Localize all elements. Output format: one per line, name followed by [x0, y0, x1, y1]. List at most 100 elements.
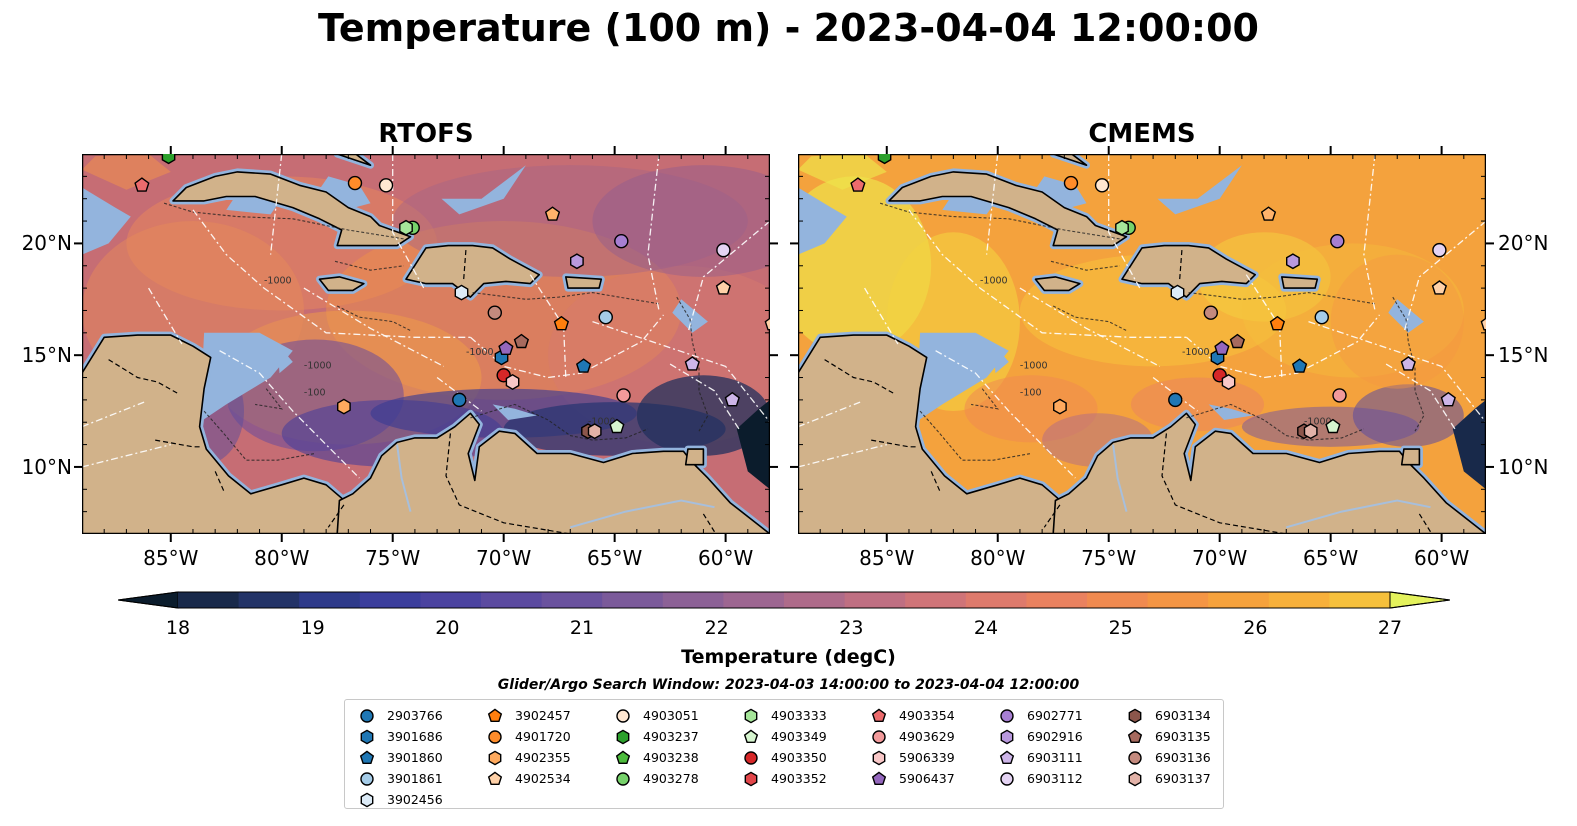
contour-label: -100 — [1020, 387, 1042, 398]
y-tick-label-left: 20°N — [21, 231, 72, 256]
legend-marker-icon — [488, 750, 502, 766]
float-marker — [544, 206, 561, 221]
legend-marker-icon — [1000, 709, 1014, 723]
float-marker — [1170, 284, 1185, 301]
float-marker — [399, 219, 413, 236]
colorbar-tick-label: 20 — [435, 617, 460, 639]
x-tick-label: 65°W — [1303, 546, 1359, 570]
legend-marker-icon — [616, 709, 630, 723]
float-marker — [1332, 388, 1347, 403]
legend-label: 6902771 — [1027, 708, 1083, 723]
x-tick-label: 85°W — [143, 546, 199, 570]
legend-label: 4903278 — [643, 771, 699, 786]
float-marker — [1214, 340, 1230, 356]
legend-label: 4903349 — [771, 729, 827, 744]
float-marker — [487, 305, 502, 320]
map-panel-rtofs: -1000 -100 -1000 -1000 -1000 — [82, 154, 770, 534]
float-marker — [598, 309, 613, 325]
colorbar — [118, 591, 1450, 609]
colorbar-tick-label: 25 — [1108, 617, 1133, 639]
legend-label: 4903354 — [899, 708, 955, 723]
float-marker — [616, 388, 631, 403]
float-marker — [716, 242, 731, 258]
legend-marker-icon — [360, 729, 374, 745]
legend-label: 3902456 — [387, 792, 443, 807]
float-marker — [161, 154, 176, 165]
legend-marker-icon — [743, 729, 759, 744]
legend-label: 2903766 — [387, 708, 443, 723]
float-marker — [553, 315, 570, 331]
colorbar-tick-label: 18 — [165, 617, 191, 639]
legend-label: 3901686 — [387, 729, 443, 744]
x-tick-label: 65°W — [587, 546, 643, 570]
legend-marker-icon — [616, 772, 630, 786]
float-marker — [505, 373, 520, 391]
colorbar-tick-label: 26 — [1243, 617, 1268, 639]
legend-label: 4901720 — [515, 729, 571, 744]
contour-label: -1000 — [304, 361, 332, 372]
colorbar-tick-label: 24 — [973, 617, 999, 639]
legend-label: 3901860 — [387, 750, 443, 765]
float-marker — [1480, 317, 1486, 331]
legend-marker-icon — [360, 709, 374, 723]
float-marker — [1221, 373, 1236, 391]
float-marker — [1229, 333, 1246, 349]
legend-marker-icon — [1128, 708, 1142, 724]
legend-marker-icon — [360, 792, 374, 808]
float-marker — [452, 392, 467, 408]
legend-marker-icon — [488, 730, 502, 744]
legend-label: 3902457 — [515, 708, 571, 723]
contour-label: -1000 — [1020, 361, 1048, 372]
float-marker — [1325, 418, 1341, 434]
x-tick-label: 85°W — [859, 546, 915, 570]
legend-label: 6903135 — [1155, 729, 1211, 744]
float-marker — [1440, 391, 1456, 407]
legend-marker-icon — [872, 730, 886, 744]
x-tick-label: 60°W — [1413, 546, 1470, 570]
legend-marker-icon — [359, 750, 375, 765]
float-marker — [877, 154, 892, 165]
float-marker — [1291, 358, 1308, 373]
colorbar-tick-label: 21 — [569, 617, 595, 639]
legend-label: 6903134 — [1155, 708, 1211, 723]
legend-label: 4902355 — [515, 750, 571, 765]
float-marker — [498, 340, 514, 356]
float-marker — [570, 253, 584, 270]
legend-marker-icon — [1127, 729, 1143, 744]
legend-label: 4903350 — [771, 750, 827, 765]
float-marker — [1168, 392, 1183, 408]
float-marker — [850, 177, 866, 192]
float-marker — [1203, 305, 1218, 320]
contour-label: -1000 — [588, 416, 616, 427]
y-tick-label-right: 10°N — [1498, 454, 1549, 479]
legend-label: 5906339 — [899, 750, 955, 765]
legend-label: 6903112 — [1027, 771, 1083, 786]
legend-marker-icon — [360, 772, 374, 786]
legend-label: 6903111 — [1027, 750, 1083, 765]
legend-label: 4903238 — [643, 750, 699, 765]
float-marker — [1330, 233, 1345, 249]
legend-label: 4903051 — [643, 708, 699, 723]
float-marker — [1432, 242, 1447, 258]
legend-marker-icon — [1000, 772, 1014, 786]
float-marker — [336, 398, 351, 415]
float-marker — [1260, 206, 1277, 221]
legend-marker-icon — [1000, 729, 1014, 745]
legend-label: 6902916 — [1027, 729, 1083, 744]
float-marker — [724, 391, 740, 407]
float-marker — [1063, 175, 1079, 191]
legend-label: 4903352 — [771, 771, 827, 786]
legend-marker-icon — [615, 750, 631, 765]
float-marker — [1303, 423, 1318, 440]
float-marker — [684, 356, 700, 371]
float-marker — [1431, 280, 1448, 295]
float-marker — [614, 233, 629, 249]
y-tick-label-right: 20°N — [1498, 231, 1549, 256]
legend-marker-icon — [744, 771, 758, 787]
legend: 2903766 3901686 3901860 3901861 3902456 39024… — [344, 699, 1224, 809]
x-tick-label: 80°W — [254, 546, 310, 570]
legend-title: Glider/Argo Search Window: 2023-04-03 14… — [497, 677, 1080, 693]
legend-marker-icon — [1128, 771, 1142, 787]
legend-marker-icon — [487, 708, 503, 723]
